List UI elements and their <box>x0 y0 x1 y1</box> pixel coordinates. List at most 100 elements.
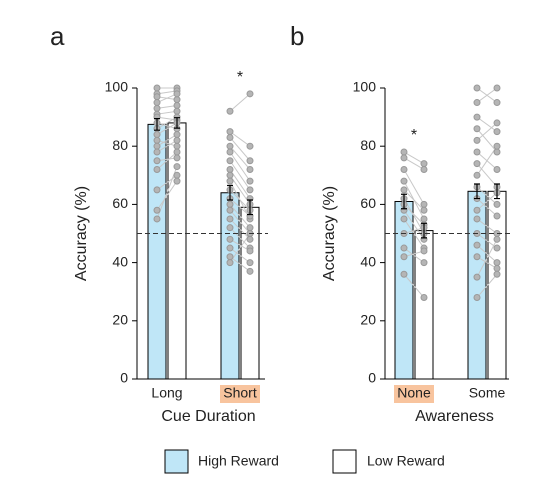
y-tick-label: 100 <box>353 79 377 95</box>
subject-line <box>476 186 498 205</box>
subject-dot <box>173 96 181 104</box>
subject-dot <box>153 206 161 214</box>
error-bar <box>247 199 253 216</box>
subject-dot <box>173 90 181 98</box>
error-bar <box>227 184 233 201</box>
subject-dot <box>473 160 481 168</box>
y-axis-label: Accuracy (%) <box>73 186 90 281</box>
subject-dot <box>246 177 254 185</box>
subject-dot <box>493 270 501 278</box>
y-axis-label: Accuracy (%) <box>321 186 338 281</box>
subject-dot <box>226 206 234 214</box>
subject-line <box>156 151 178 170</box>
subject-line <box>156 93 178 104</box>
subject-dot <box>473 206 481 214</box>
subject-line <box>403 189 425 211</box>
subject-line <box>229 145 251 170</box>
error-bar <box>174 117 180 129</box>
subject-dot <box>153 93 161 101</box>
subject-dot <box>400 154 408 162</box>
subject-dot <box>420 259 428 267</box>
subject-dot <box>420 215 428 223</box>
subject-dot <box>420 160 428 168</box>
subject-dot <box>173 136 181 144</box>
subject-dot <box>420 165 428 173</box>
error-bar <box>421 222 427 239</box>
panel-label: a <box>50 21 65 51</box>
y-tick-label: 80 <box>112 137 128 153</box>
subject-dot <box>246 142 254 150</box>
subject-dot <box>400 186 408 194</box>
subject-line <box>229 218 251 240</box>
subject-line <box>156 174 178 191</box>
subject-line <box>229 131 251 147</box>
subject-dot <box>226 165 234 173</box>
subject-dot <box>226 177 234 185</box>
subject-dot <box>226 224 234 232</box>
subject-dot <box>153 215 161 223</box>
subject-dot <box>246 235 254 243</box>
y-tick-label: 80 <box>360 137 376 153</box>
subject-dot <box>246 259 254 267</box>
subject-dot <box>153 104 161 112</box>
subject-dot <box>400 253 408 261</box>
x-tick-label: Some <box>469 385 506 401</box>
y-tick-label: 100 <box>105 79 129 95</box>
error-bar <box>401 193 407 210</box>
legend-label: High Reward <box>198 453 279 469</box>
subject-dot <box>473 273 481 281</box>
subject-dot <box>493 244 501 252</box>
subject-line <box>229 151 251 182</box>
subject-dot <box>473 125 481 133</box>
y-tick-label: 20 <box>360 312 376 328</box>
subject-line <box>403 157 425 170</box>
subject-dot <box>226 148 234 156</box>
y-tick-label: 40 <box>360 253 376 269</box>
subject-dot <box>493 148 501 156</box>
subject-dot <box>173 171 181 179</box>
x-axis-label: Awareness <box>415 408 494 425</box>
subject-dot <box>226 200 234 208</box>
subject-dot <box>246 267 254 275</box>
y-tick-label: 60 <box>360 195 376 211</box>
subject-dot <box>226 157 234 165</box>
subject-dot <box>153 165 161 173</box>
subject-dot <box>226 128 234 136</box>
subject-dot <box>246 165 254 173</box>
subject-dot <box>153 84 161 92</box>
subject-dot <box>153 157 161 165</box>
error-bar <box>474 183 480 200</box>
subject-dot <box>473 136 481 144</box>
subject-dot <box>473 241 481 249</box>
y-tick-label: 40 <box>112 253 128 269</box>
legend-swatch <box>164 449 189 474</box>
subject-line <box>229 247 251 264</box>
subject-dot <box>473 84 481 92</box>
subject-line <box>156 122 178 135</box>
subject-dot <box>420 247 428 255</box>
subject-line <box>229 137 251 162</box>
subject-dot <box>226 171 234 179</box>
subject-dot <box>226 253 234 261</box>
subject-dot <box>400 270 408 278</box>
subject-dot <box>493 128 501 136</box>
subject-dot <box>153 186 161 194</box>
highlight <box>394 385 434 403</box>
subject-dot <box>246 224 254 232</box>
subject-line <box>229 256 251 272</box>
subject-line <box>476 239 498 278</box>
subject-dot <box>173 101 181 109</box>
subject-dot <box>420 206 428 214</box>
subject-dot <box>246 157 254 165</box>
subject-dot <box>153 148 161 156</box>
subject-dot <box>226 133 234 141</box>
subject-dot <box>226 142 234 150</box>
subject-dot <box>226 215 234 223</box>
legend-label: Low Reward <box>367 453 445 469</box>
subject-line <box>403 273 425 298</box>
subject-line <box>403 169 425 205</box>
panel-label: b <box>290 21 304 51</box>
subject-dot <box>153 131 161 139</box>
subject-dot <box>173 154 181 162</box>
